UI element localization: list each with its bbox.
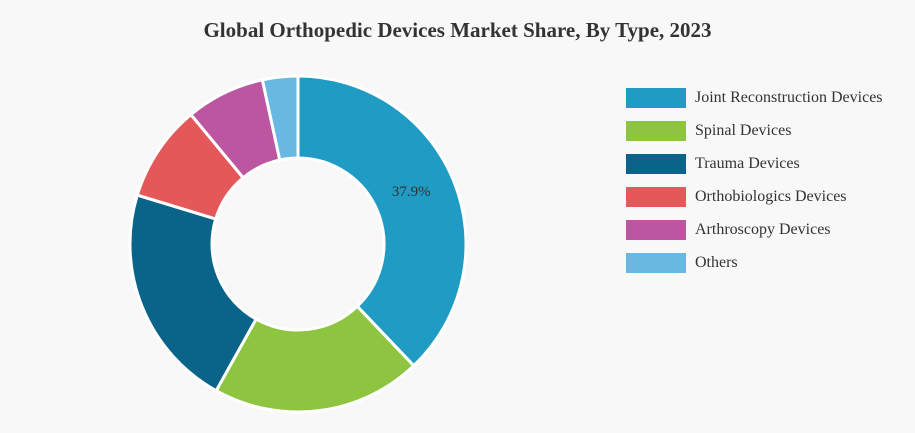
legend-item[interactable]: Spinal Devices	[626, 120, 883, 142]
legend-item[interactable]: Others	[626, 252, 883, 274]
legend-item[interactable]: Trauma Devices	[626, 153, 883, 175]
legend-label: Others	[695, 254, 738, 271]
data-label: 37.9%	[392, 184, 431, 200]
legend-item[interactable]: Arthroscopy Devices	[626, 219, 883, 241]
legend-label: Spinal Devices	[695, 122, 792, 139]
legend-label: Orthobiologics Devices	[695, 188, 847, 205]
slice-joint-reconstruction-devices[interactable]	[296, 74, 468, 368]
slice-spinal-devices[interactable]	[214, 304, 416, 414]
legend-swatch	[626, 121, 686, 141]
legend-label: Trauma Devices	[695, 155, 800, 172]
legend-swatch	[626, 154, 686, 174]
donut-chart: 37.9%	[128, 74, 468, 414]
legend-label: Arthroscopy Devices	[695, 221, 831, 238]
slice-trauma-devices[interactable]	[128, 193, 259, 393]
chart-legend: Joint Reconstruction Devices Spinal Devic…	[626, 87, 883, 285]
legend-label: Joint Reconstruction Devices	[695, 89, 883, 106]
legend-item[interactable]: Joint Reconstruction Devices	[626, 87, 883, 109]
legend-swatch	[626, 187, 686, 207]
legend-swatch	[626, 253, 686, 273]
slice-others[interactable]	[260, 74, 300, 162]
chart-title: Global Orthopedic Devices Market Share, …	[203, 18, 712, 42]
legend-swatch	[626, 220, 686, 240]
legend-item[interactable]: Orthobiologics Devices	[626, 186, 883, 208]
legend-swatch	[626, 88, 686, 108]
